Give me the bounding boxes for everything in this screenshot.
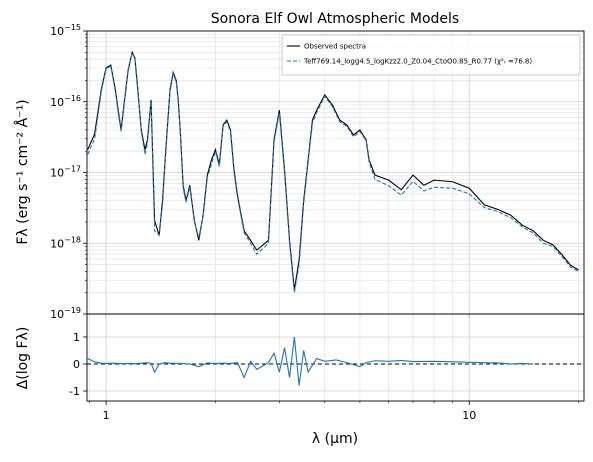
y-tick-label: 10−17 — [50, 165, 81, 180]
legend-label: Teff769.14_logg4.5_logKzz2.0_Z0.04_CtoO0… — [303, 58, 532, 66]
y-tick-label: 10−18 — [50, 235, 81, 250]
tick-exponent: −19 — [64, 306, 81, 315]
x-tick-label: 1 — [103, 409, 110, 422]
y-tick-label: 10−15 — [50, 23, 81, 38]
y-axis-label: Fλ (erg s⁻¹ cm⁻² Å⁻¹) — [14, 99, 31, 244]
y-tick-label: 10−19 — [50, 306, 81, 321]
y-axis-label: Δ(log Fλ) — [15, 327, 31, 390]
x-axis-label: λ (μm) — [312, 431, 358, 447]
y-tick-label: 1 — [73, 331, 80, 344]
tick-base: 10 — [50, 237, 64, 250]
y-tick-label: 0 — [73, 358, 80, 371]
series-line — [87, 336, 534, 386]
y-tick-label: -1 — [69, 385, 80, 398]
tick-base: 10 — [50, 25, 64, 38]
tick-base: 10 — [50, 308, 64, 321]
series-line — [87, 50, 579, 290]
legend-box — [281, 34, 581, 76]
tick-base: 10 — [50, 96, 64, 109]
tick-exponent: −17 — [64, 165, 81, 174]
tick-exponent: −15 — [64, 23, 81, 32]
x-tick-label: 10 — [462, 409, 476, 422]
chart-title: Sonora Elf Owl Atmospheric Models — [211, 11, 459, 27]
tick-exponent: −16 — [64, 94, 81, 103]
tick-base: 10 — [50, 167, 64, 180]
tick-exponent: −18 — [64, 235, 81, 244]
y-tick-label: 10−16 — [50, 94, 81, 109]
axes-frame — [86, 313, 585, 402]
series-line — [87, 51, 579, 293]
legend-label: Observed spectra — [304, 43, 366, 51]
